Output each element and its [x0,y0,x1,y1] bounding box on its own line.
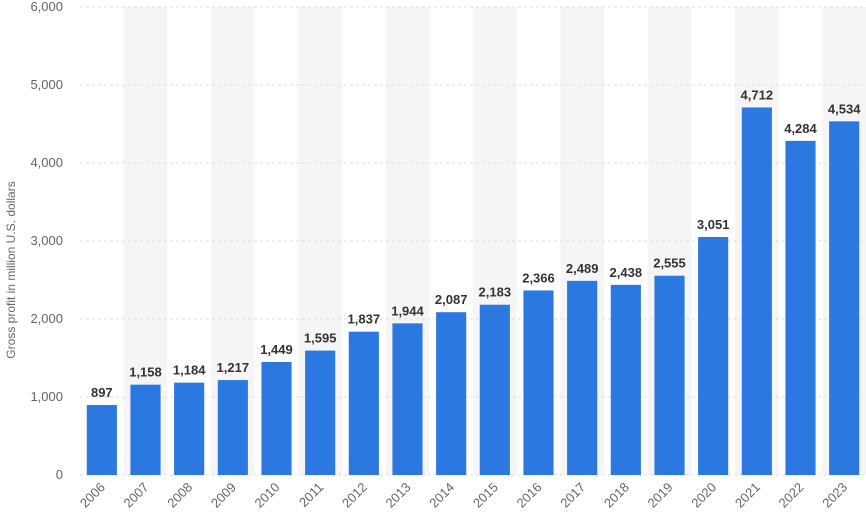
data-label: 2,489 [566,261,599,276]
x-tick-label: 2008 [164,480,195,511]
bar[interactable] [829,121,860,476]
x-tick-label: 2017 [557,480,588,511]
bar[interactable] [785,140,816,475]
y-tick-label: 2,000 [30,311,63,326]
x-tick-label: 2015 [470,480,501,511]
bar[interactable] [174,382,205,475]
data-label: 2,438 [610,265,643,280]
x-tick-label: 2006 [77,480,108,511]
bar[interactable] [567,280,598,475]
data-label: 1,217 [217,360,250,375]
y-tick-label: 1,000 [30,389,63,404]
data-label: 2,183 [479,285,512,300]
y-tick-label: 3,000 [30,233,63,248]
data-label: 1,944 [391,303,424,318]
x-tick-label: 2023 [819,480,850,511]
data-label: 1,595 [304,331,337,346]
bar[interactable] [348,331,379,475]
bar[interactable] [217,380,248,475]
x-tick-label: 2007 [121,480,152,511]
bar[interactable] [698,237,729,475]
y-tick-label: 0 [56,467,63,482]
x-tick-label: 2013 [383,480,414,511]
data-label: 1,449 [260,342,293,357]
data-label: 2,087 [435,292,468,307]
bar[interactable] [261,361,292,475]
bar[interactable] [436,312,467,475]
y-axis-ticks: 0 1,000 2,000 3,000 4,000 5,000 6,000 [30,0,63,482]
data-label: 2,555 [653,256,686,271]
x-tick-label: 2010 [252,480,283,511]
bar[interactable] [654,275,685,475]
bar[interactable] [741,107,772,476]
data-labels: 897 1,158 1,184 1,217 1,449 1,595 1,837 1,944 2,… [91,87,861,400]
x-tick-label: 2019 [645,480,676,511]
bar[interactable] [305,350,336,475]
x-tick-label: 2011 [296,480,326,510]
data-label: 3,051 [697,217,730,232]
bars [86,107,860,476]
bar[interactable] [392,323,423,475]
x-tick-label: 2022 [776,480,807,511]
bar[interactable] [479,304,510,475]
y-tick-label: 6,000 [30,0,63,14]
bar[interactable] [130,384,161,475]
x-tick-label: 2009 [208,480,239,511]
bar[interactable] [523,290,554,475]
x-tick-label: 2012 [339,480,370,511]
data-label: 2,366 [522,270,555,285]
data-label: 4,284 [784,121,817,136]
x-axis-ticks: 2006 2007 2008 2009 2010 2011 2012 2013 2014 2015… [77,480,850,511]
x-tick-label: 2021 [732,480,763,511]
data-label: 1,184 [173,363,206,378]
gridlines [80,6,866,476]
data-label: 1,158 [129,365,162,380]
y-tick-label: 4,000 [30,155,63,170]
x-tick-label: 2018 [601,480,632,511]
data-label: 4,534 [828,101,861,116]
data-label: 897 [91,385,113,400]
y-axis-title: Gross profit in million U.S. dollars [4,181,18,358]
bar[interactable] [610,284,641,475]
bar[interactable] [86,405,117,475]
y-tick-label: 5,000 [30,77,63,92]
x-tick-label: 2016 [514,480,545,511]
x-tick-label: 2020 [688,480,719,511]
data-label: 4,712 [741,87,774,102]
x-tick-label: 2014 [426,480,457,511]
data-label: 1,837 [348,312,381,327]
